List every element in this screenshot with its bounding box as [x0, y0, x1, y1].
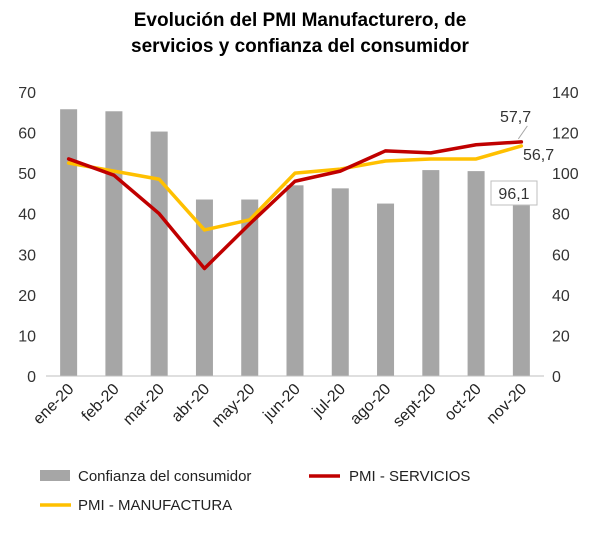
legend: Confianza del consumidor PMI - SERVICIOS P… — [40, 468, 470, 514]
bar-nov-20 — [512, 181, 530, 376]
legend-swatch-confianza — [40, 470, 70, 481]
left-tick-label: 50 — [18, 166, 36, 183]
line-pmi-manufactura — [66, 144, 524, 232]
bar-abr-20 — [195, 199, 213, 376]
right-tick-label: 60 — [552, 247, 570, 264]
left-tick-label: 70 — [18, 85, 36, 102]
right-tick-label: 0 — [552, 369, 561, 386]
servicios-label-leader — [517, 125, 528, 140]
chart-title-line-1: Evolución del PMI Manufacturero, de — [133, 10, 467, 31]
bar-jul-20 — [331, 188, 349, 376]
right-tick-label: 80 — [552, 207, 570, 224]
bar-mar-20 — [150, 131, 168, 376]
x-tick-label-ene-20: ene-20 — [30, 381, 77, 428]
left-axis-ticks: 0 10 20 30 40 50 60 70 — [18, 85, 36, 386]
legend-label-servicios: PMI - SERVICIOS — [349, 468, 470, 485]
confianza-last-label: 96,1 — [498, 186, 529, 203]
x-tick-label-feb-20: feb-20 — [79, 381, 123, 425]
chart-title-line-2: servicios y confianza del consumidor — [131, 36, 469, 57]
legend-label-manufactura: PMI - MANUFACTURA — [78, 497, 232, 514]
right-axis-ticks: 0 20 40 60 80 100 120 140 — [552, 85, 579, 386]
x-tick-label-sept-20: sept-20 — [390, 381, 440, 431]
x-tick-label-may-20: may-20 — [209, 381, 259, 431]
left-tick-label: 30 — [18, 247, 36, 264]
line-series-group — [66, 140, 524, 271]
bar-ene-20 — [60, 109, 78, 376]
x-tick-label-nov-20: nov-20 — [484, 381, 531, 428]
data-labels: 57,7 56,7 96,1 — [490, 109, 554, 206]
bar-series-confianza — [60, 109, 530, 377]
chart-title: Evolución del PMI Manufacturero, de serv… — [0, 8, 600, 60]
left-tick-label: 60 — [18, 126, 36, 143]
x-tick-label-jun-20: jun-20 — [260, 381, 304, 425]
manufactura-last-label: 56,7 — [523, 147, 554, 164]
bar-sept-20 — [422, 170, 440, 376]
confianza-label-box — [490, 180, 538, 206]
right-tick-label: 20 — [552, 328, 570, 345]
line-pmi-servicios — [66, 140, 524, 271]
left-tick-label: 10 — [18, 328, 36, 345]
bar-oct-20 — [467, 171, 485, 376]
legend-label-confianza: Confianza del consumidor — [78, 468, 251, 485]
x-tick-label-ago-20: ago-20 — [347, 381, 394, 428]
x-tick-label-oct-20: oct-20 — [441, 381, 485, 425]
left-tick-label: 20 — [18, 288, 36, 305]
bar-feb-20 — [105, 111, 123, 377]
right-tick-label: 40 — [552, 288, 570, 305]
right-tick-label: 100 — [552, 166, 579, 183]
left-tick-label: 0 — [27, 369, 36, 386]
bar-jun-20 — [286, 185, 304, 376]
left-tick-label: 40 — [18, 207, 36, 224]
bar-may-20 — [241, 199, 259, 376]
x-tick-label-jul-20: jul-20 — [309, 381, 349, 421]
right-tick-label: 120 — [552, 126, 579, 143]
x-tick-label-mar-20: mar-20 — [120, 381, 168, 429]
right-tick-label: 140 — [552, 85, 579, 102]
x-tick-label-abr-20: abr-20 — [169, 381, 214, 426]
servicios-last-label: 57,7 — [500, 109, 531, 126]
bar-ago-20 — [377, 203, 395, 376]
